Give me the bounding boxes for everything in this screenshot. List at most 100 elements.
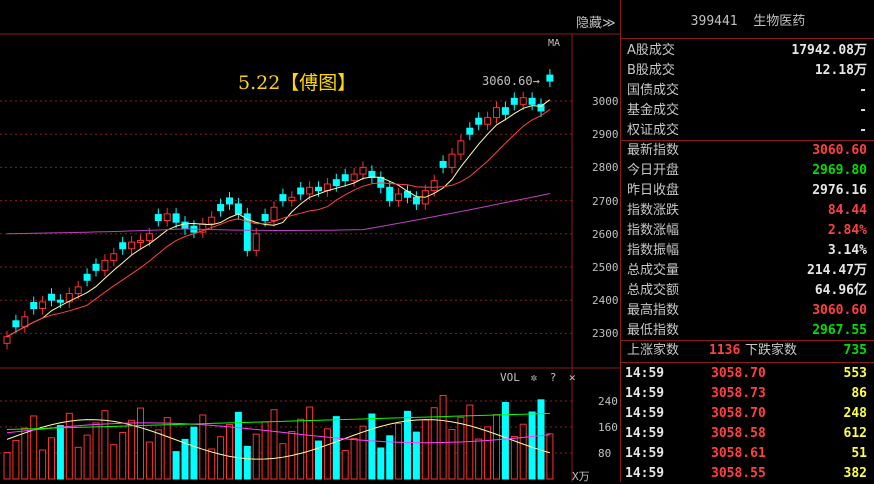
candle-body bbox=[48, 293, 55, 301]
index-value: 214.47万 bbox=[807, 263, 867, 278]
index-value: 3060.60 bbox=[812, 303, 867, 318]
up-count-label: 上涨家数 bbox=[627, 343, 680, 358]
volume-bar bbox=[501, 401, 509, 480]
volume-bar bbox=[493, 414, 500, 480]
volume-bar bbox=[234, 411, 242, 480]
candle-body bbox=[439, 160, 447, 168]
tick-row: 14:59 3058.61 51 bbox=[621, 444, 874, 464]
index-code: 399441 bbox=[690, 14, 738, 29]
index-row: 指数涨跌 84.44 bbox=[621, 201, 874, 221]
candle-body bbox=[12, 320, 20, 328]
tick-price: 3058.70 bbox=[711, 366, 766, 381]
index-value: 3.14% bbox=[827, 243, 867, 258]
index-row: 指数振幅 3.14% bbox=[621, 241, 874, 261]
candle-body bbox=[466, 127, 474, 135]
volume-bar bbox=[270, 409, 278, 480]
volume-bar bbox=[137, 407, 144, 480]
candle-body bbox=[181, 221, 189, 230]
candle-body bbox=[519, 97, 527, 105]
volume-bar bbox=[546, 433, 554, 480]
tick-time: 14:59 bbox=[625, 446, 665, 461]
volume-bar bbox=[208, 448, 216, 480]
index-value: 2.84% bbox=[827, 223, 867, 238]
volume-bar bbox=[154, 429, 162, 480]
candle-body bbox=[83, 273, 91, 281]
index-label: 总成交额 bbox=[627, 283, 680, 298]
quote-panel: 399441 生物医药 A股成交 17942.08万 B股成交 12.18万 国债成交 -… bbox=[620, 0, 874, 482]
volume-bar bbox=[243, 445, 251, 480]
kline-chart-area[interactable]: 隐藏≫ MA 5.22【傅图】 3060.60→ 3000 2900 2800 270… bbox=[0, 0, 620, 483]
tick-time: 14:59 bbox=[625, 466, 665, 481]
volume-bar bbox=[484, 426, 492, 480]
candle-body bbox=[65, 293, 73, 303]
candle-body bbox=[145, 233, 153, 241]
candle-body bbox=[368, 170, 376, 178]
price-tick-label: 2500 bbox=[592, 261, 619, 274]
trade-row: 国债成交 - bbox=[621, 81, 874, 101]
ma5-line bbox=[6, 99, 551, 338]
help-icon[interactable]: ? bbox=[549, 371, 557, 384]
volume-bar bbox=[226, 424, 233, 480]
high-marker: 3060.60→ bbox=[482, 74, 540, 88]
volume-bar bbox=[395, 423, 403, 480]
ma60-line bbox=[6, 193, 551, 235]
volume-bar bbox=[92, 422, 100, 480]
volume-bar bbox=[56, 425, 64, 480]
candle-body bbox=[430, 180, 438, 192]
volume-bar bbox=[306, 406, 314, 480]
volume-bar bbox=[119, 431, 127, 480]
index-label: 指数涨幅 bbox=[627, 223, 680, 238]
hide-button[interactable]: 隐藏≫ bbox=[576, 12, 616, 31]
volume-bar bbox=[386, 435, 394, 480]
trade-value: - bbox=[859, 83, 867, 98]
volume-bar bbox=[332, 416, 340, 480]
trade-row: B股成交 12.18万 bbox=[621, 61, 874, 81]
index-row: 昨日收盘 2976.16 bbox=[621, 181, 874, 201]
volume-bar bbox=[252, 433, 260, 480]
index-label: 今日开盘 bbox=[627, 163, 680, 178]
volume-bar bbox=[510, 435, 518, 480]
volume-bar bbox=[421, 419, 429, 480]
price-tick-label: 3000 bbox=[592, 95, 619, 108]
trade-label: 权证成交 bbox=[627, 123, 680, 138]
candle-body bbox=[501, 107, 509, 115]
trade-row: A股成交 17942.08万 bbox=[621, 41, 874, 61]
candle-body bbox=[172, 213, 180, 223]
down-count-value: 735 bbox=[843, 343, 867, 358]
gear-icon[interactable]: ✲ bbox=[530, 371, 538, 384]
index-row: 总成交量 214.47万 bbox=[621, 261, 874, 281]
index-label: 最新指数 bbox=[627, 143, 680, 158]
volume-bar bbox=[457, 416, 465, 480]
kline-chart[interactable] bbox=[0, 0, 620, 482]
vol-toolbar: VOL ✲ ? ✕ bbox=[500, 371, 576, 384]
tick-volume: 382 bbox=[843, 466, 867, 481]
candle-body bbox=[92, 263, 100, 271]
candle-body bbox=[101, 259, 109, 271]
index-row: 最高指数 3060.60 bbox=[621, 301, 874, 321]
volume-bar bbox=[110, 444, 118, 480]
candle-body bbox=[226, 197, 233, 205]
candle-body bbox=[279, 194, 287, 202]
close-icon[interactable]: ✕ bbox=[569, 371, 576, 384]
candle-body bbox=[297, 187, 305, 195]
ma10-line bbox=[6, 109, 551, 338]
candle-body bbox=[457, 140, 465, 155]
volume-bar bbox=[537, 399, 545, 480]
index-row: 总成交额 64.96亿 bbox=[621, 281, 874, 301]
volume-bar bbox=[74, 446, 82, 480]
double-arrow-icon: ≫ bbox=[602, 16, 616, 31]
vol-unit: X万 bbox=[572, 470, 590, 483]
tick-time: 14:59 bbox=[625, 366, 665, 381]
tick-price: 3058.55 bbox=[711, 466, 766, 481]
trade-label: B股成交 bbox=[627, 63, 675, 78]
tick-row: 14:59 3058.70 248 bbox=[621, 404, 874, 424]
candle-body bbox=[546, 74, 554, 82]
candle-body bbox=[412, 196, 420, 205]
volume-bar bbox=[528, 411, 536, 480]
index-row: 最新指数 3060.60 bbox=[621, 141, 874, 161]
index-label: 最高指数 bbox=[627, 303, 680, 318]
volume-bar bbox=[412, 431, 420, 480]
index-row: 最低指数 2967.55 bbox=[621, 321, 874, 341]
hide-label: 隐藏 bbox=[576, 16, 603, 31]
price-tick-label: 2400 bbox=[592, 294, 619, 308]
